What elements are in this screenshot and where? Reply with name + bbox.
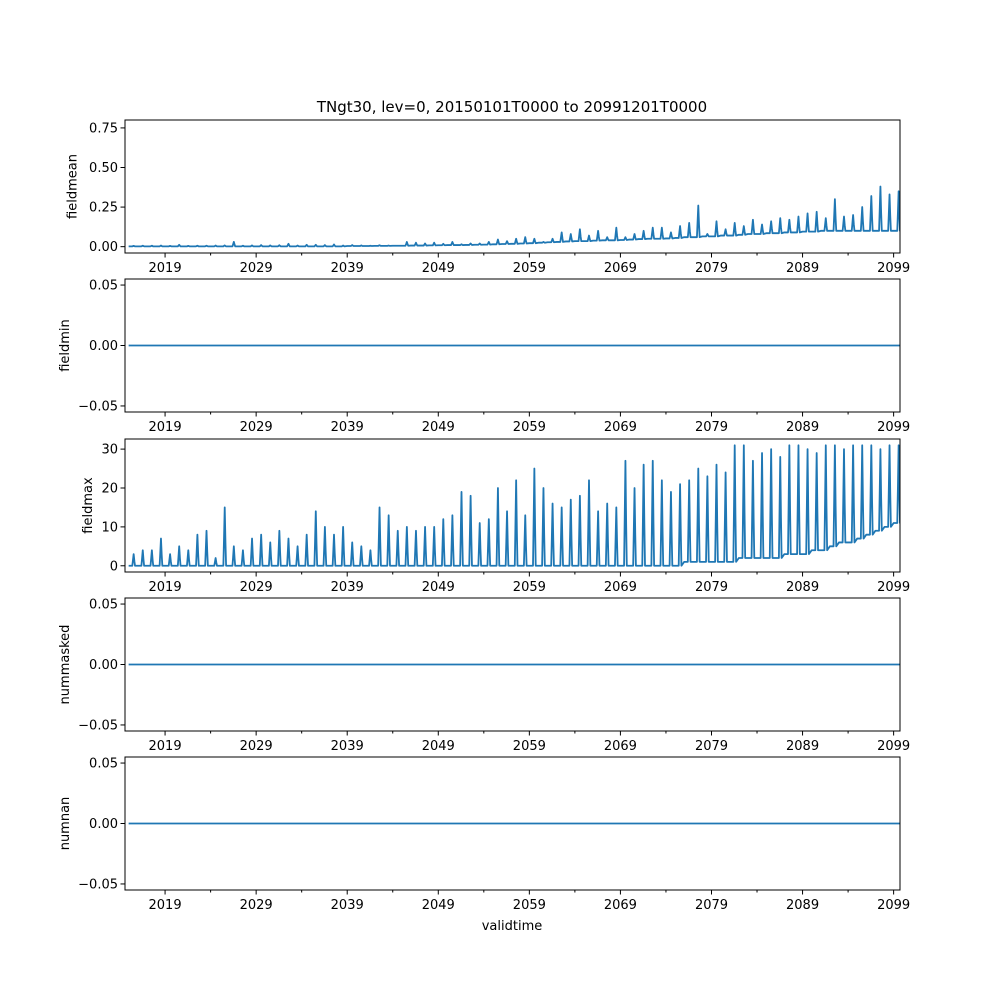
y-axis-label: fieldmean bbox=[66, 154, 81, 219]
x-tick-label: 2069 bbox=[604, 739, 637, 754]
x-axis-label: validtime bbox=[482, 919, 543, 934]
x-tick-label: 2079 bbox=[695, 261, 728, 276]
y-tick-label: −0.05 bbox=[78, 877, 118, 892]
x-tick-label: 2059 bbox=[513, 261, 546, 276]
x-tick-label: 2059 bbox=[513, 898, 546, 913]
y-tick-label: 0.00 bbox=[89, 817, 118, 832]
y-tick-label: 0 bbox=[110, 559, 118, 574]
y-tick-label: 0.00 bbox=[89, 658, 118, 673]
x-tick-label: 2069 bbox=[604, 898, 637, 913]
x-tick-label: 2049 bbox=[422, 898, 455, 913]
x-tick-label: 2099 bbox=[877, 898, 910, 913]
y-tick-label: 30 bbox=[101, 443, 118, 458]
x-tick-label: 2069 bbox=[604, 420, 637, 435]
y-tick-label: 0.00 bbox=[89, 339, 118, 354]
series-line-fieldmax bbox=[128, 444, 900, 567]
x-tick-label: 2099 bbox=[877, 420, 910, 435]
x-tick-label: 2059 bbox=[513, 420, 546, 435]
x-tick-label: 2089 bbox=[786, 261, 819, 276]
x-tick-label: 2019 bbox=[149, 261, 182, 276]
y-tick-label: 0.75 bbox=[89, 121, 118, 136]
x-tick-label: 2079 bbox=[695, 898, 728, 913]
x-tick-label: 2089 bbox=[786, 739, 819, 754]
panel-fieldmin: 2019 2029 2039 2049 2059 2069 2079 2089 2099 −0.0… bbox=[58, 278, 910, 435]
y-tick-label: −0.05 bbox=[78, 718, 118, 733]
x-tick-label: 2039 bbox=[331, 261, 364, 276]
x-tick-label: 2049 bbox=[422, 739, 455, 754]
x-tick-label: 2019 bbox=[149, 898, 182, 913]
y-tick-label: 10 bbox=[101, 520, 118, 535]
y-tick-label: 0.05 bbox=[89, 598, 118, 613]
x-tick-label: 2069 bbox=[604, 261, 637, 276]
y-tick-label: 0.50 bbox=[89, 161, 118, 176]
y-axis-label: numnan bbox=[58, 797, 73, 851]
x-tick-label: 2059 bbox=[513, 580, 546, 595]
panel-fieldmean: 2019 2029 2039 2049 2059 2069 2079 2089 2099 0.00… bbox=[66, 119, 910, 276]
x-tick-label: 2099 bbox=[877, 580, 910, 595]
x-tick-label: 2039 bbox=[331, 420, 364, 435]
series-line-fieldmean bbox=[128, 185, 900, 248]
y-axis-label: fieldmax bbox=[81, 477, 96, 534]
x-tick-label: 2069 bbox=[604, 580, 637, 595]
x-tick-label: 2079 bbox=[695, 739, 728, 754]
axes-frame bbox=[124, 438, 901, 573]
x-tick-label: 2019 bbox=[149, 420, 182, 435]
x-tick-label: 2099 bbox=[877, 739, 910, 754]
x-tick-label: 2099 bbox=[877, 261, 910, 276]
x-tick-label: 2049 bbox=[422, 261, 455, 276]
y-tick-label: 0.05 bbox=[89, 757, 118, 772]
y-tick-label: 0.05 bbox=[89, 279, 118, 294]
x-tick-label: 2039 bbox=[331, 898, 364, 913]
x-tick-label: 2019 bbox=[149, 580, 182, 595]
x-tick-label: 2089 bbox=[786, 580, 819, 595]
x-tick-label: 2089 bbox=[786, 898, 819, 913]
x-tick-label: 2029 bbox=[240, 420, 273, 435]
x-tick-label: 2029 bbox=[240, 261, 273, 276]
x-tick-label: 2079 bbox=[695, 580, 728, 595]
x-tick-label: 2019 bbox=[149, 739, 182, 754]
panel-numnan: 2019 2029 2039 2049 2059 2069 2079 2089 2099 −0.0… bbox=[58, 756, 910, 913]
x-tick-label: 2039 bbox=[331, 580, 364, 595]
panel-fieldmax: 2019 2029 2039 2049 2059 2069 2079 2089 2099 0 10 2… bbox=[81, 438, 910, 595]
y-tick-label: 0.00 bbox=[89, 240, 118, 255]
x-tick-label: 2079 bbox=[695, 420, 728, 435]
x-tick-label: 2029 bbox=[240, 898, 273, 913]
axes-frame bbox=[124, 119, 901, 254]
panels: 2019 2029 2039 2049 2059 2069 2079 2089 2099 0.00… bbox=[58, 119, 910, 913]
x-tick-label: 2059 bbox=[513, 739, 546, 754]
y-tick-label: −0.05 bbox=[78, 399, 118, 414]
x-tick-label: 2039 bbox=[331, 739, 364, 754]
x-tick-label: 2029 bbox=[240, 739, 273, 754]
figure-title: TNgt30, lev=0, 20150101T0000 to 20991201… bbox=[316, 98, 707, 116]
y-tick-label: 20 bbox=[101, 482, 118, 497]
x-tick-label: 2049 bbox=[422, 420, 455, 435]
x-tick-label: 2049 bbox=[422, 580, 455, 595]
y-axis-label: fieldmin bbox=[58, 319, 73, 372]
x-tick-label: 2029 bbox=[240, 580, 273, 595]
y-axis-label: nummasked bbox=[58, 625, 73, 705]
x-tick-label: 2089 bbox=[786, 420, 819, 435]
panel-nummasked: 2019 2029 2039 2049 2059 2069 2079 2089 2099 −0.0… bbox=[58, 597, 910, 754]
y-tick-label: 0.25 bbox=[89, 201, 118, 216]
